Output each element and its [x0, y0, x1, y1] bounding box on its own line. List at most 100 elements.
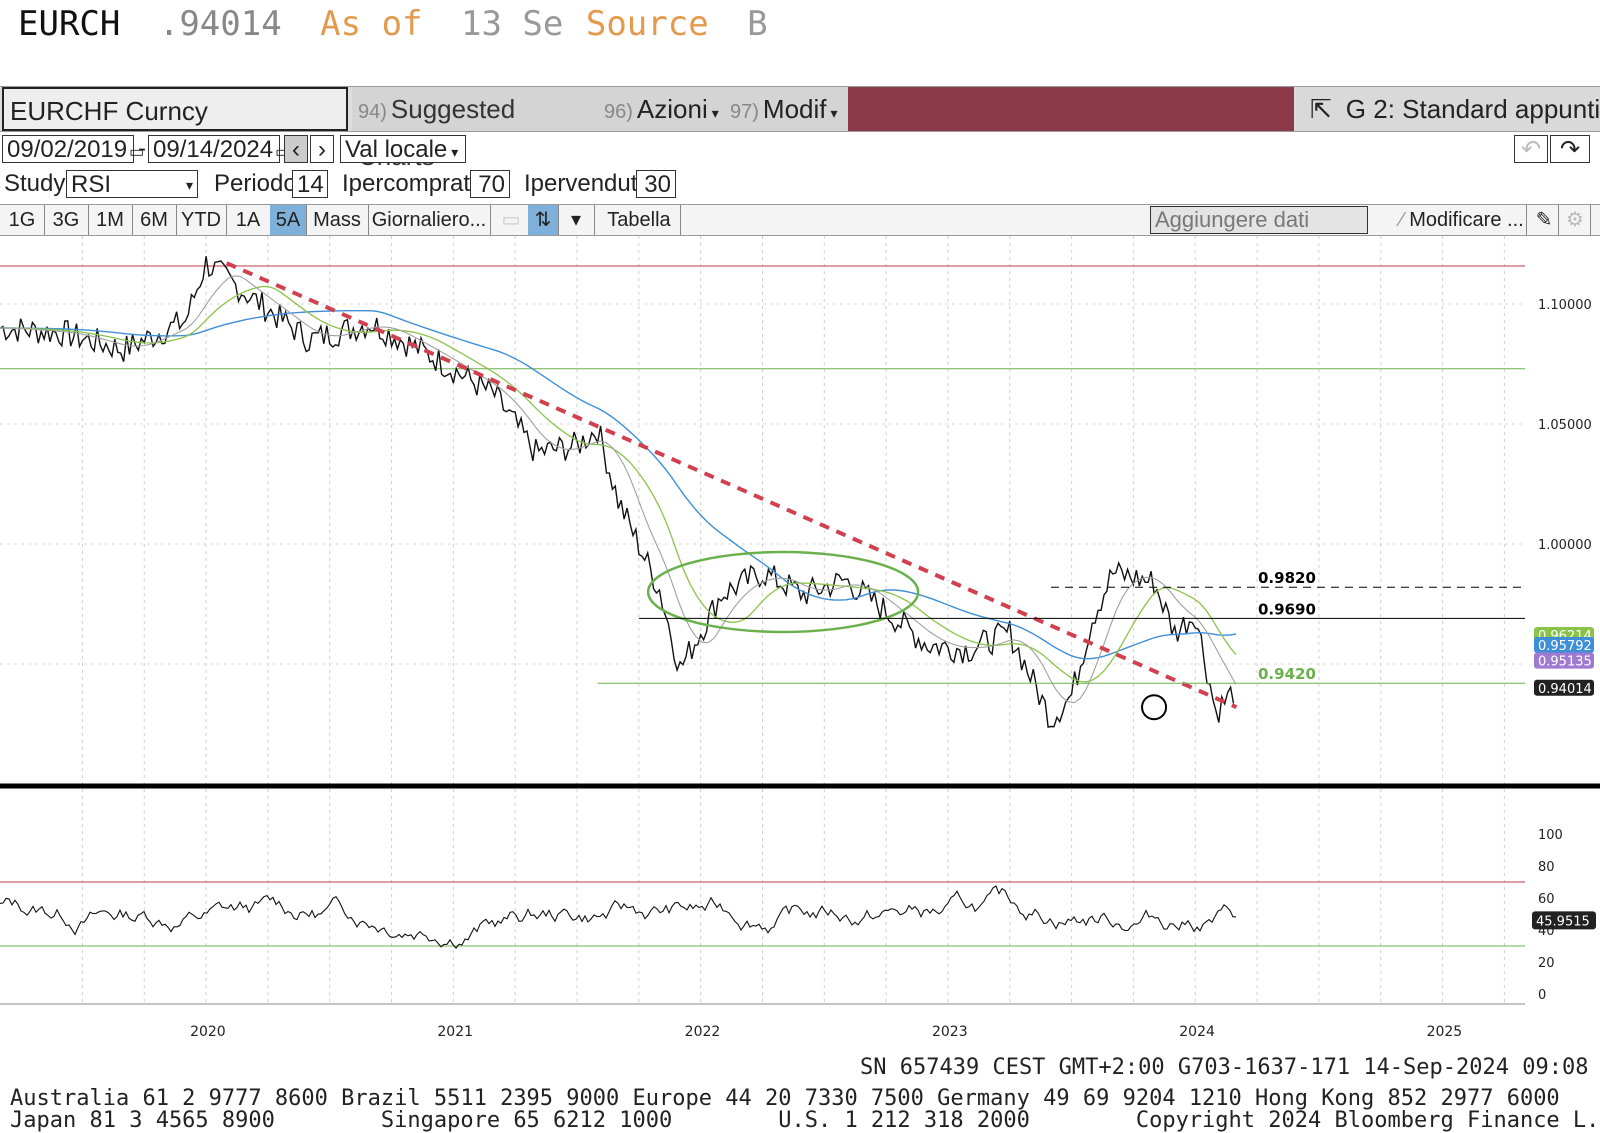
azioni-num: 96) [604, 101, 633, 123]
price-badge [1534, 652, 1594, 669]
study-value: RSI [71, 171, 112, 198]
modif-num: 97) [730, 101, 759, 123]
oversold-input[interactable]: 30 [636, 170, 676, 198]
y-tick-label: 1.10000 [1538, 298, 1592, 313]
level-label: 0.9690 [1258, 600, 1316, 618]
price-badge-label: 0.95792 [1538, 639, 1592, 654]
candles-icon[interactable]: ⇅ [528, 205, 559, 235]
chevron-down-icon: ▾ [185, 177, 193, 193]
ticker: EURCH [18, 4, 121, 44]
ma-blue-line [0, 310, 1237, 660]
start-date-field[interactable]: 09/02/2019 ▭ [2, 135, 144, 163]
as-of-date: 13 Se [461, 4, 564, 44]
chart-type-icon[interactable]: ▭ [494, 205, 529, 235]
price-badge-label: 0.94014 [1538, 682, 1592, 697]
level-label: 0.9420 [1258, 665, 1316, 683]
range-dash: - [138, 135, 146, 162]
rsi-tick-label: 60 [1538, 892, 1555, 907]
export-icon: ⇱ [1310, 94, 1332, 124]
azioni-menu[interactable]: 96) Azioni ▾ [598, 87, 724, 131]
x-tick-label: 2023 [932, 1024, 968, 1040]
period-bar: 1G 3G 1M 6M YTD 1A 5A Mass Giornaliero..… [0, 204, 1600, 236]
chevron-down-icon: ▾ [711, 105, 719, 121]
price-badge-label: 0.95135 [1538, 655, 1592, 670]
period-6m[interactable]: 6M [132, 205, 177, 235]
source-value: B [747, 4, 768, 44]
oversold-label: Ipervenduto [524, 170, 651, 197]
study-bar: Study RSI ▾ Periodo 14 Ipercomprato 70 Ip… [0, 168, 1600, 200]
rsi-tick-label: 0 [1538, 988, 1546, 1003]
chevron-down-icon: ▾ [451, 144, 459, 160]
last-price: .94014 [158, 4, 282, 44]
consolidation-ellipse [646, 550, 920, 634]
add-data-input[interactable]: Aggiungere dati [1150, 206, 1368, 234]
edit-chart-icon[interactable]: ✎ [1530, 205, 1559, 235]
period-3g[interactable]: 3G [44, 205, 89, 235]
rsi-line [0, 885, 1236, 949]
period-1a[interactable]: 1A [226, 205, 271, 235]
contacts-line-2: Japan 81 3 4565 8900 Singapore 65 6212 1… [10, 1108, 1600, 1133]
session-info: SN 657439 CEST GMT+2:00 G703-1637-171 14… [860, 1055, 1589, 1080]
gear-icon[interactable]: ⚙ [1560, 205, 1591, 235]
source-label: Source [585, 4, 709, 44]
pencil-icon: ⁄ [1400, 209, 1410, 231]
end-date-value: 09/14/2024 [153, 136, 274, 163]
downtrend-line [225, 261, 1238, 710]
security-input[interactable]: EURCHF Curncy [2, 87, 348, 131]
rsi-tick-label: 100 [1538, 828, 1563, 843]
level-label: 0.9820 [1258, 569, 1316, 587]
ma-grey-line [0, 275, 1237, 704]
contacts-footer: Australia 61 2 9777 8600 Brazil 5511 239… [10, 1088, 1600, 1132]
redo-icon[interactable]: ↷ [1550, 135, 1590, 163]
period-ytd[interactable]: YTD [176, 205, 227, 235]
period-5a[interactable]: 5A [270, 205, 307, 235]
overbought-input[interactable]: 70 [470, 170, 510, 198]
edit-button[interactable]: ⁄ Modificare ... [1398, 205, 1527, 235]
ma-green-line [0, 285, 1237, 683]
y-tick-label: 1.05000 [1538, 418, 1592, 433]
period-input[interactable]: 14 [292, 170, 328, 198]
as-of-label: As of [320, 4, 423, 44]
chart-area[interactable]: 0.9820 0.9690 0.9420 1.10000 1.05000 1.00000 0… [0, 236, 1600, 1054]
edit-label: Modificare ... [1409, 209, 1524, 231]
modif-menu[interactable]: 97) Modif ▾ [724, 87, 850, 131]
rsi-badge [1532, 911, 1596, 930]
undo-icon[interactable]: ↶ [1514, 135, 1548, 163]
chevron-down-icon[interactable]: ▾ [558, 205, 595, 235]
period-1g[interactable]: 1G [0, 205, 45, 235]
rsi-tick-label: 80 [1538, 860, 1555, 875]
azioni-label: Azioni [636, 94, 708, 124]
x-tick-label: 2022 [685, 1024, 721, 1040]
suggested-num: 94) [358, 101, 387, 123]
x-tick-label: 2025 [1427, 1024, 1463, 1040]
group-label: G 2: Standard appunti [1345, 94, 1600, 124]
y-tick-label: 1.00000 [1538, 538, 1592, 553]
chevron-down-icon: ▾ [830, 105, 838, 121]
next-range-button[interactable]: › [310, 135, 334, 163]
main-toolbar: EURCHF Curncy 94)Suggested Charts 96)Azi… [0, 86, 1600, 171]
overbought-label: Ipercomprato [342, 170, 484, 197]
study-select[interactable]: RSI ▾ [66, 170, 198, 198]
low-marker-circle [1141, 694, 1168, 721]
x-tick-label: 2024 [1179, 1024, 1215, 1040]
calendar-icon[interactable]: ▭ [129, 144, 145, 161]
rsi-tick-label: 20 [1538, 956, 1555, 971]
study-label: Study [4, 170, 66, 197]
toolbar-spacer [848, 87, 1294, 131]
suggested-charts-button[interactable]: 94)Suggested Charts [352, 87, 598, 171]
chart-group-selector[interactable]: ⇱ G 2: Standard appunti [1296, 87, 1600, 131]
period-1m[interactable]: 1M [88, 205, 133, 235]
start-date-value: 09/02/2019 [7, 136, 128, 163]
table-button[interactable]: Tabella [598, 205, 681, 235]
header-line: EURCH .94014 As of 13 Se Source B [18, 4, 786, 48]
frequency-select[interactable]: Giornaliero... [368, 205, 491, 235]
end-date-field[interactable]: 09/14/2024 ▭ [148, 135, 290, 163]
currency-select[interactable]: Val locale ▾ [340, 135, 466, 163]
date-range-bar: 09/02/2019 ▭ - 09/14/2024 ▭ ‹ › Val locale… [0, 135, 1600, 165]
period-max[interactable]: Mass [306, 205, 369, 235]
x-tick-label: 2021 [437, 1024, 473, 1040]
price-line [0, 256, 1235, 728]
currency-value: Val locale [345, 136, 448, 163]
price-badge [1534, 637, 1594, 654]
prev-range-button[interactable]: ‹ [284, 135, 308, 163]
